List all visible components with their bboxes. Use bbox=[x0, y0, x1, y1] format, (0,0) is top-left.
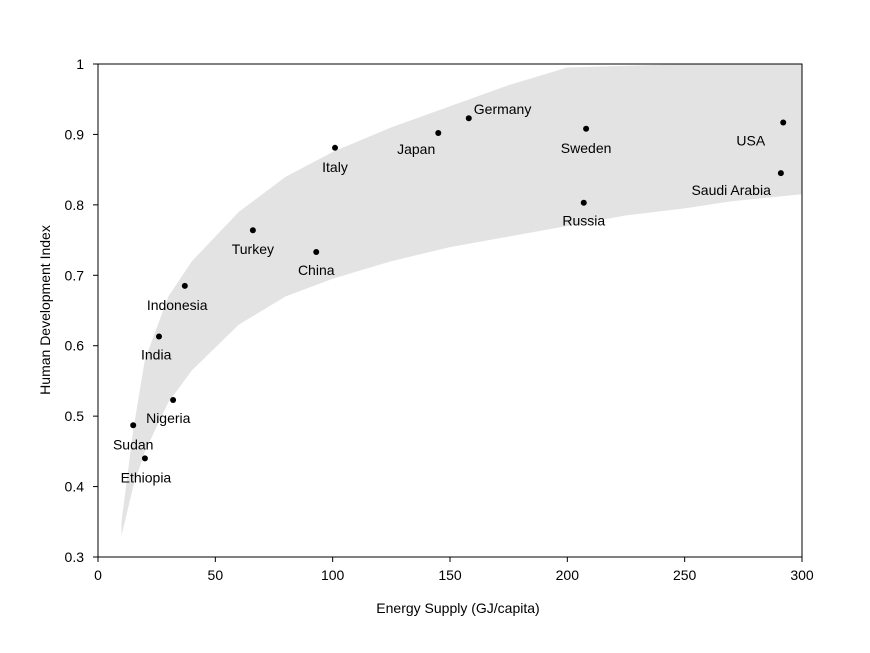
point-label: Sweden bbox=[561, 140, 612, 156]
data-point bbox=[141, 455, 148, 462]
data-point bbox=[435, 130, 442, 137]
point-label: Ethiopia bbox=[121, 469, 172, 485]
x-tick-label: 250 bbox=[673, 567, 697, 583]
point-label: Germany bbox=[474, 101, 532, 117]
y-tick-label: 0.9 bbox=[65, 126, 85, 142]
y-tick-label: 1 bbox=[76, 56, 84, 72]
data-point bbox=[130, 422, 137, 429]
point-label: Japan bbox=[397, 141, 435, 157]
point-label: Indonesia bbox=[147, 297, 208, 313]
point-label: India bbox=[141, 347, 172, 363]
point-label: Italy bbox=[322, 159, 348, 175]
data-point bbox=[777, 170, 784, 177]
point-label: USA bbox=[736, 132, 765, 148]
y-tick-label: 0.3 bbox=[65, 549, 85, 565]
y-tick-label: 0.7 bbox=[65, 267, 85, 283]
data-point bbox=[580, 199, 587, 206]
data-point bbox=[465, 115, 472, 122]
data-point bbox=[181, 282, 188, 289]
point-label: Sudan bbox=[113, 436, 153, 452]
y-tick-label: 0.8 bbox=[65, 197, 85, 213]
x-axis-title: Energy Supply (GJ/capita) bbox=[376, 600, 539, 616]
data-point bbox=[332, 144, 339, 151]
point-label: Turkey bbox=[232, 241, 274, 257]
data-point bbox=[583, 125, 590, 132]
point-label: Saudi Arabia bbox=[691, 182, 771, 198]
point-label: China bbox=[298, 262, 335, 278]
x-tick-label: 0 bbox=[94, 567, 102, 583]
x-tick-label: 200 bbox=[556, 567, 580, 583]
data-point bbox=[780, 119, 787, 126]
data-point bbox=[249, 227, 256, 234]
y-axis-title: Human Development Index bbox=[37, 225, 53, 395]
y-tick-label: 0.6 bbox=[65, 338, 85, 354]
data-point bbox=[313, 249, 320, 256]
x-tick-label: 100 bbox=[321, 567, 345, 583]
point-label: Russia bbox=[562, 213, 605, 229]
x-tick-label: 150 bbox=[438, 567, 462, 583]
data-point bbox=[170, 396, 177, 403]
x-tick-label: 50 bbox=[208, 567, 224, 583]
shaded-band bbox=[121, 64, 802, 536]
y-tick-label: 0.4 bbox=[65, 479, 85, 495]
point-label: Nigeria bbox=[146, 410, 191, 426]
y-tick-label: 0.5 bbox=[65, 408, 85, 424]
data-point bbox=[156, 333, 163, 340]
x-tick-label: 300 bbox=[790, 567, 814, 583]
